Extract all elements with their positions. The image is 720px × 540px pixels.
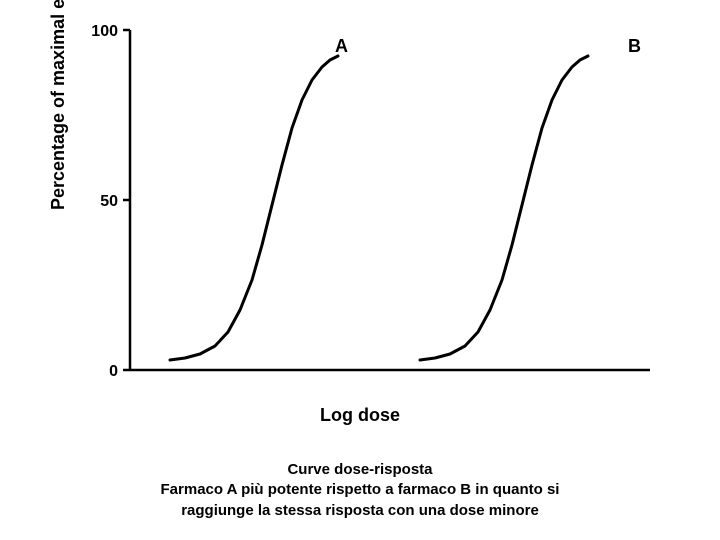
caption-line-2: Farmaco A più potente rispetto a farmaco… <box>0 480 720 500</box>
caption-line-3: raggiunge la stessa risposta con una dos… <box>0 501 720 521</box>
caption-line-1: Curve dose-risposta <box>0 460 720 480</box>
svg-text:B: B <box>628 36 641 56</box>
dose-response-chart: Percentage of maximal effect 050100AB Lo… <box>40 10 680 440</box>
svg-text:0: 0 <box>109 363 118 380</box>
chart-svg: 0 50 100 A B <box>40 10 680 400</box>
svg-text:50: 50 <box>100 193 118 210</box>
x-axis-label: Log dose <box>40 405 680 426</box>
y-axis-label: Percentage of maximal effect <box>48 0 69 210</box>
svg-text:A: A <box>335 36 348 56</box>
figure-caption: Curve dose-risposta Farmaco A più potent… <box>0 460 720 521</box>
svg-text:100: 100 <box>91 23 118 40</box>
